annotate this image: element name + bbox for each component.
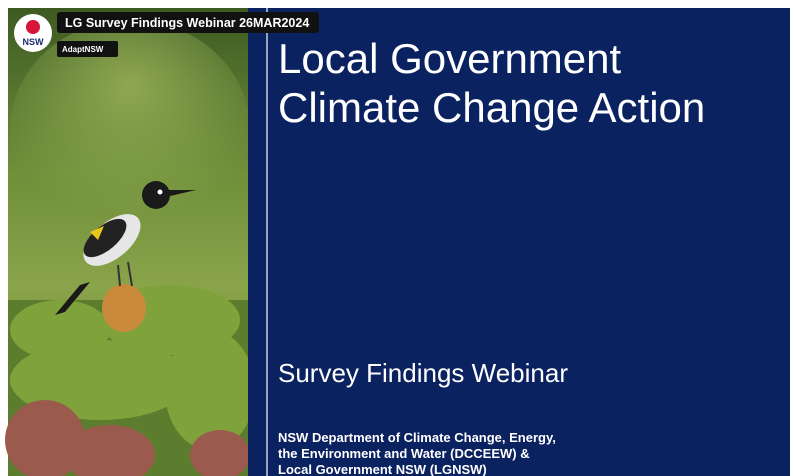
channel-name[interactable]: AdaptNSW [62, 45, 104, 54]
logo-text: NSW [23, 37, 45, 47]
video-thumbnail[interactable]: Local Government Climate Change Action S… [0, 0, 797, 476]
presenter-line: Local Government NSW (LGNSW) [278, 462, 487, 476]
slide-title: Climate Change Action [278, 84, 705, 131]
presenter-line: the Environment and Water (DCCEEW) & [278, 446, 530, 461]
presenter-line: NSW Department of Climate Change, Energy… [278, 430, 556, 445]
photo [5, 8, 255, 476]
page: Local Government Climate Change Action S… [0, 0, 797, 476]
channel-logo[interactable]: NSW [14, 14, 52, 52]
video-title[interactable]: LG Survey Findings Webinar 26MAR2024 [65, 16, 309, 30]
slide-subtitle: Survey Findings Webinar [278, 358, 568, 388]
slide-title: Local Government [278, 35, 622, 82]
